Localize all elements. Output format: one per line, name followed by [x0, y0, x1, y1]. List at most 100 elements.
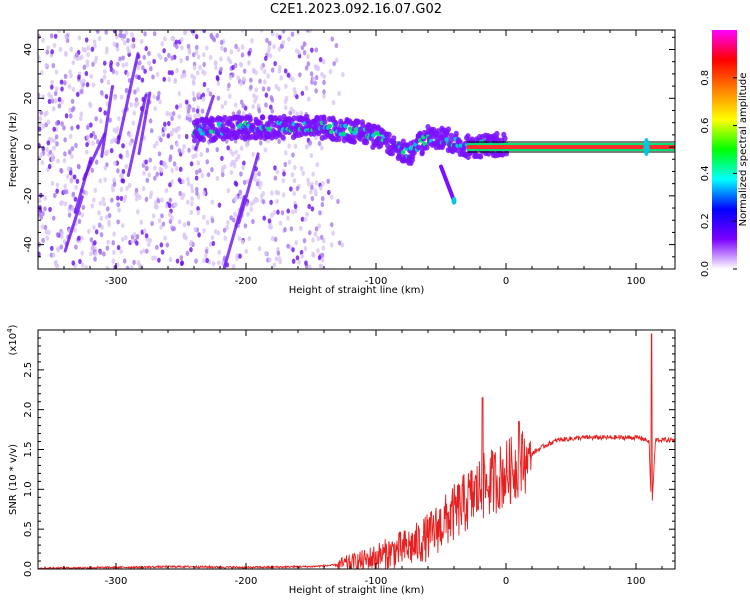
snr-panel: -300 -200 -100 0 100 Height of straight line …	[6, 324, 676, 596]
noise-blob	[202, 190, 206, 196]
noise-blob	[320, 71, 324, 78]
noise-blob	[281, 192, 286, 198]
noise-blob	[299, 110, 303, 116]
noise-blob	[79, 89, 84, 95]
noise-blob	[300, 45, 305, 51]
noise-blob	[270, 108, 275, 114]
noise-blob	[54, 86, 59, 92]
noise-blob	[233, 180, 238, 186]
noise-blob	[57, 96, 62, 103]
x-axis-label: Height of straight line (km)	[289, 285, 425, 296]
ridge-core	[328, 129, 334, 135]
noise-blob	[106, 79, 111, 85]
ridge-halo	[220, 122, 226, 129]
noise-blob	[237, 109, 242, 115]
noise-blob	[118, 153, 123, 159]
noise-blob	[102, 201, 107, 207]
noise-blob	[329, 242, 334, 248]
noise-blob	[107, 219, 111, 225]
noise-blob	[79, 54, 84, 60]
noise-blob	[102, 74, 107, 80]
noise-blob	[153, 200, 158, 206]
noise-blob	[168, 197, 173, 203]
noise-blob	[297, 259, 301, 265]
noise-blob	[105, 245, 110, 251]
noise-blob	[149, 190, 154, 196]
noise-blob	[177, 133, 181, 139]
noise-blob	[311, 252, 316, 258]
noise-blob	[276, 250, 281, 256]
noise-blob	[320, 252, 325, 258]
line-band-inner	[467, 145, 675, 150]
ridge-halo	[312, 124, 318, 131]
noise-blob	[54, 69, 59, 75]
noise-blob	[273, 175, 278, 181]
noise-blob	[313, 64, 318, 70]
noise-blob	[310, 195, 315, 202]
noise-blob	[52, 192, 57, 199]
x-tick-label: -200	[235, 276, 258, 287]
noise-blob	[186, 176, 190, 183]
noise-blob	[300, 216, 305, 222]
noise-blob	[98, 249, 103, 256]
noise-blob	[255, 181, 260, 187]
noise-blob	[204, 45, 209, 51]
noise-blob	[84, 265, 88, 269]
noise-blob	[239, 171, 243, 177]
noise-blob	[194, 258, 198, 264]
noise-blob	[107, 213, 112, 219]
noise-blob	[204, 253, 208, 259]
noise-blob	[111, 240, 116, 246]
noise-blob	[291, 247, 295, 253]
noise-blob	[276, 246, 280, 252]
noise-blob	[93, 187, 98, 194]
colorbar-tick-label: 0.4	[700, 165, 711, 181]
noise-blob	[38, 120, 43, 127]
noise-blob	[191, 91, 196, 97]
noise-blob	[164, 203, 169, 209]
noise-blob	[320, 201, 325, 208]
y-tick-label: 1.0	[23, 481, 34, 497]
noise-blob	[270, 31, 275, 37]
noise-blob	[105, 206, 110, 212]
noise-blob	[47, 163, 52, 170]
noise-blob	[293, 90, 298, 96]
noise-blob	[270, 190, 274, 196]
noise-blob	[160, 41, 165, 47]
noise-blob	[126, 71, 130, 77]
ridge-halo	[247, 116, 253, 123]
noise-blob	[177, 219, 182, 225]
noise-blob	[311, 171, 315, 177]
noise-blob	[175, 43, 179, 50]
noise-blob	[302, 238, 307, 244]
noise-blob	[159, 224, 163, 230]
noise-blob	[112, 231, 116, 237]
noise-blob	[122, 40, 127, 46]
noise-blob	[119, 248, 123, 255]
noise-blob	[132, 110, 137, 116]
noise-blob	[124, 87, 129, 93]
noise-blob	[300, 90, 305, 96]
noise-blob	[321, 59, 326, 65]
noise-blob	[73, 227, 77, 233]
noise-blob	[60, 86, 64, 92]
noise-blob	[170, 215, 174, 221]
y-axis-multiplier: (x104)	[6, 324, 19, 355]
noise-blob	[157, 151, 162, 157]
noise-blob	[182, 72, 187, 78]
x-tick-label: -200	[235, 576, 258, 587]
noise-blob	[322, 89, 326, 95]
noise-blob	[90, 203, 95, 209]
ridge-halo	[213, 134, 219, 141]
ridge-halo	[389, 150, 395, 157]
noise-blob	[293, 203, 298, 210]
noise-blob	[94, 229, 99, 235]
noise-blob	[147, 241, 151, 248]
noise-blob	[55, 188, 59, 194]
noise-blob	[313, 231, 318, 237]
noise-blob	[124, 61, 129, 67]
noise-blob	[174, 128, 179, 134]
noise-blob	[113, 95, 117, 101]
noise-blob	[163, 235, 167, 241]
